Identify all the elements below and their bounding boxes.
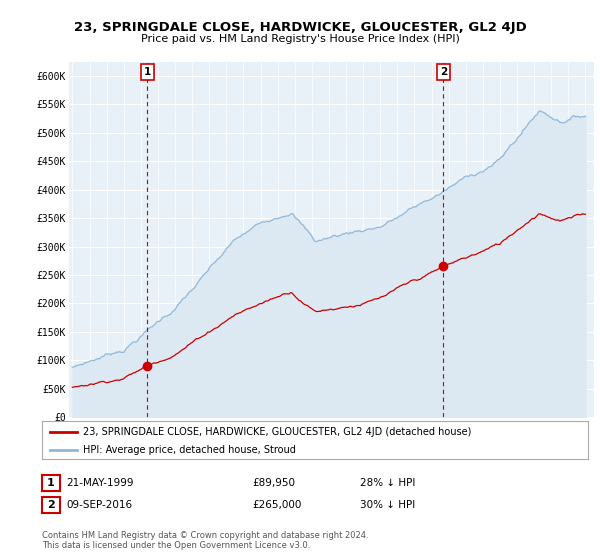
Text: 1: 1: [143, 67, 151, 77]
Text: Contains HM Land Registry data © Crown copyright and database right 2024.
This d: Contains HM Land Registry data © Crown c…: [42, 530, 368, 550]
Text: 23, SPRINGDALE CLOSE, HARDWICKE, GLOUCESTER, GL2 4JD (detached house): 23, SPRINGDALE CLOSE, HARDWICKE, GLOUCES…: [83, 427, 472, 437]
Text: Price paid vs. HM Land Registry's House Price Index (HPI): Price paid vs. HM Land Registry's House …: [140, 34, 460, 44]
Text: 1: 1: [47, 478, 55, 488]
Text: 23, SPRINGDALE CLOSE, HARDWICKE, GLOUCESTER, GL2 4JD: 23, SPRINGDALE CLOSE, HARDWICKE, GLOUCES…: [74, 21, 526, 34]
Text: HPI: Average price, detached house, Stroud: HPI: Average price, detached house, Stro…: [83, 445, 296, 455]
Text: £89,950: £89,950: [252, 478, 295, 488]
Text: 28% ↓ HPI: 28% ↓ HPI: [360, 478, 415, 488]
Text: 21-MAY-1999: 21-MAY-1999: [66, 478, 133, 488]
Text: 2: 2: [47, 500, 55, 510]
Text: 09-SEP-2016: 09-SEP-2016: [66, 500, 132, 510]
Text: 30% ↓ HPI: 30% ↓ HPI: [360, 500, 415, 510]
Text: £265,000: £265,000: [252, 500, 301, 510]
Text: 2: 2: [440, 67, 447, 77]
